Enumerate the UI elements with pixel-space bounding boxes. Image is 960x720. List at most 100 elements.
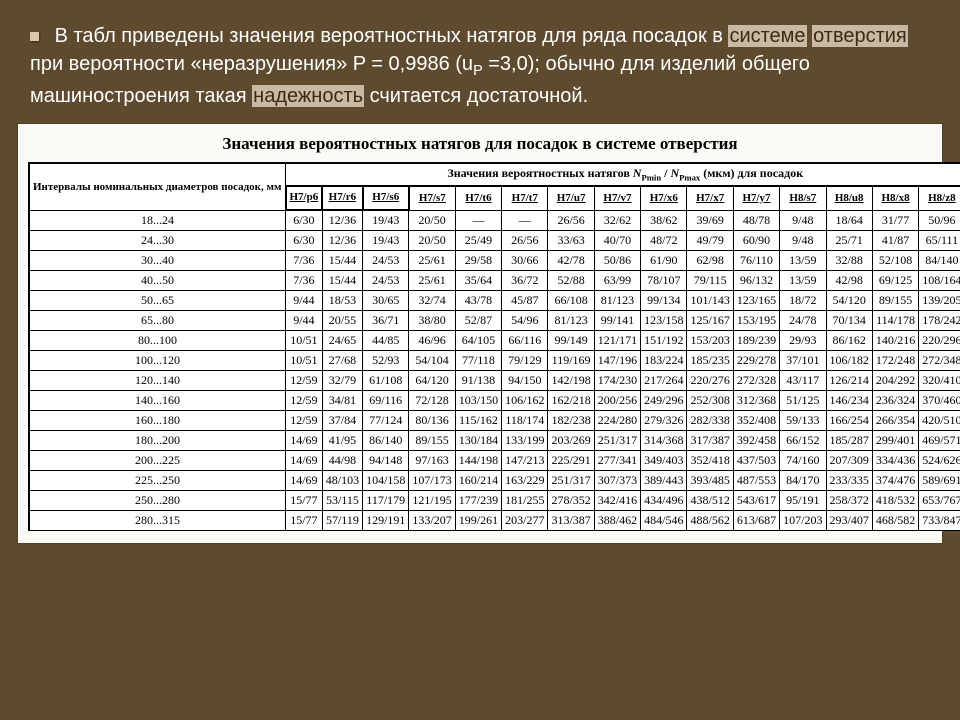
table-cell: 99/141 xyxy=(594,311,640,331)
table-cell: 24/78 xyxy=(780,311,826,331)
table-cell: 123/165 xyxy=(733,291,779,311)
table-cell: 733/847 xyxy=(919,511,960,531)
table-cell: 10/51 xyxy=(286,331,323,351)
table-cell: 24/65 xyxy=(322,331,362,351)
table-cell: 29/58 xyxy=(455,251,501,271)
table-cell: 272/328 xyxy=(733,371,779,391)
table-cell: 89/155 xyxy=(409,431,455,451)
fit-header: H7/r6 xyxy=(322,186,362,210)
table-cell: 13/59 xyxy=(780,251,826,271)
table-cell: 487/553 xyxy=(733,471,779,491)
table-cell: 203/277 xyxy=(502,511,548,531)
table-cell: 115/162 xyxy=(455,411,501,431)
table-cell: 69/116 xyxy=(363,391,409,411)
table-cell: 81/123 xyxy=(594,291,640,311)
table-cell: 106/162 xyxy=(502,391,548,411)
fit-header: H7/x6 xyxy=(641,186,687,210)
table-cell: 62/98 xyxy=(687,251,733,271)
table-cell: 57/119 xyxy=(322,511,362,531)
table-cell: 272/348 xyxy=(919,351,960,371)
table-cell: 133/199 xyxy=(502,431,548,451)
table-cell: 484/546 xyxy=(641,511,687,531)
table-cell: 18/64 xyxy=(826,210,872,231)
table-cell: 49/79 xyxy=(687,231,733,251)
table-cell: 140/216 xyxy=(872,331,918,351)
table-cell: 121/171 xyxy=(594,331,640,351)
table-cell: 293/407 xyxy=(826,511,872,531)
table-cell: 52/108 xyxy=(872,251,918,271)
table-cell: 224/280 xyxy=(594,411,640,431)
table-cell: 25/61 xyxy=(409,251,455,271)
table-cell: 20/50 xyxy=(409,210,455,231)
table-cell: 178/242 xyxy=(919,311,960,331)
table-cell: 160/214 xyxy=(455,471,501,491)
table-cell: 15/77 xyxy=(286,511,323,531)
table-cell: 50/96 xyxy=(919,210,960,231)
table-cell: 38/62 xyxy=(641,210,687,231)
table-cell: 174/230 xyxy=(594,371,640,391)
table-cell: 177/239 xyxy=(455,491,501,511)
table-cell: 9/48 xyxy=(780,210,826,231)
fit-header: H7/t6 xyxy=(455,186,501,210)
table-cell: 370/460 xyxy=(919,391,960,411)
table-cell: 19/43 xyxy=(363,210,409,231)
row-label: 225...250 xyxy=(29,471,286,491)
table-cell: 41/87 xyxy=(872,231,918,251)
fit-header: H7/x7 xyxy=(687,186,733,210)
table-cell: 125/167 xyxy=(687,311,733,331)
table-cell: 78/107 xyxy=(641,271,687,291)
table-cell: 147/196 xyxy=(594,351,640,371)
table-cell: 146/234 xyxy=(826,391,872,411)
table-cell: 61/90 xyxy=(641,251,687,271)
fit-header: H8/z8 xyxy=(919,186,960,210)
table-cell: 70/134 xyxy=(826,311,872,331)
table-cell: 76/110 xyxy=(733,251,779,271)
table-cell: 43/78 xyxy=(455,291,501,311)
fit-header: H7/y7 xyxy=(733,186,779,210)
fit-header: H7/s7 xyxy=(409,186,455,210)
table-cell: 236/324 xyxy=(872,391,918,411)
table-cell: 63/99 xyxy=(594,271,640,291)
table-cell: 48/103 xyxy=(322,471,362,491)
table-cell: 392/458 xyxy=(733,431,779,451)
row-label: 50...65 xyxy=(29,291,286,311)
table-cell: 106/182 xyxy=(826,351,872,371)
table-cell: 84/140 xyxy=(919,251,960,271)
table-cell: 66/108 xyxy=(548,291,594,311)
table-cell: 12/36 xyxy=(322,210,362,231)
row-label: 250...280 xyxy=(29,491,286,511)
table-cell: 26/56 xyxy=(548,210,594,231)
table-cell: 388/462 xyxy=(594,511,640,531)
table-cell: 12/36 xyxy=(322,231,362,251)
table-cell: 7/36 xyxy=(286,251,323,271)
row-label: 65...80 xyxy=(29,311,286,331)
table-cell: 182/238 xyxy=(548,411,594,431)
table-cell: 488/562 xyxy=(687,511,733,531)
table-cell: 80/136 xyxy=(409,411,455,431)
table-cell: 15/44 xyxy=(322,251,362,271)
table-cell: 142/198 xyxy=(548,371,594,391)
table-cell: 185/287 xyxy=(826,431,872,451)
table-cell: 15/77 xyxy=(286,491,323,511)
table-cell: 36/71 xyxy=(363,311,409,331)
table-cell: 12/59 xyxy=(286,411,323,431)
table-cell: 10/51 xyxy=(286,351,323,371)
table-cell: 14/69 xyxy=(286,471,323,491)
table-cell: 43/117 xyxy=(780,371,826,391)
table-cell: 34/81 xyxy=(322,391,362,411)
table-cell: 19/43 xyxy=(363,231,409,251)
table-cell: 69/125 xyxy=(872,271,918,291)
table-cell: 18/72 xyxy=(780,291,826,311)
row-label: 160...180 xyxy=(29,411,286,431)
table-cell: 99/134 xyxy=(641,291,687,311)
table-cell: 374/476 xyxy=(872,471,918,491)
row-label: 200...225 xyxy=(29,451,286,471)
table-cell: 86/162 xyxy=(826,331,872,351)
table-cell: 133/207 xyxy=(409,511,455,531)
table-cell: 653/767 xyxy=(919,491,960,511)
table-cell: 352/418 xyxy=(687,451,733,471)
table-cell: 36/72 xyxy=(502,271,548,291)
table-cell: 51/125 xyxy=(780,391,826,411)
table-cell: 25/61 xyxy=(409,271,455,291)
table-cell: 104/158 xyxy=(363,471,409,491)
